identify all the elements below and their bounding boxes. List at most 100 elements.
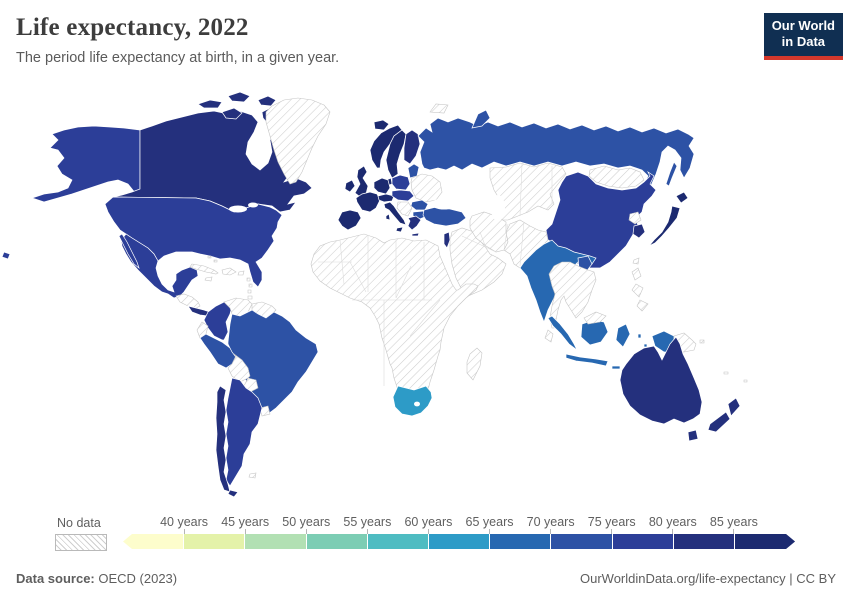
legend-segment-6[interactable] [490,534,552,549]
country-uk[interactable] [354,165,369,197]
baja-california[interactable] [118,233,140,270]
region-central-europe[interactable] [391,189,415,202]
legend-segment-2[interactable] [245,534,307,549]
country-israel[interactable] [443,231,451,249]
license-link[interactable]: OurWorldinData.org/life-expectancy | CC … [579,571,836,586]
country-greece[interactable] [407,215,422,231]
region-africa-no-data[interactable] [310,233,479,397]
country-spain-portugal[interactable] [337,209,362,231]
legend-segment-10[interactable] [735,534,795,549]
country-turkey[interactable] [422,206,467,227]
great-lakes [229,202,258,213]
country-alaska[interactable] [30,125,143,203]
crete[interactable] [411,232,420,237]
legend-tick-label: 60 years [404,515,453,529]
caribbean-islands[interactable] [189,255,253,300]
country-mongolia[interactable] [588,165,645,189]
region-belarus-ukraine[interactable] [410,173,443,203]
country-hawaii[interactable] [1,251,11,260]
country-hispaniola [221,267,237,276]
legend-segment-3[interactable] [306,534,368,549]
country-new-zealand[interactable] [707,397,741,433]
country-alpine[interactable] [377,193,395,203]
country-sri-lanka[interactable] [544,329,554,343]
legend-tick [733,529,735,534]
country-cuba [189,263,219,275]
legend-tick [672,529,674,534]
country-colombia[interactable] [203,301,233,341]
country-paraguay[interactable] [243,377,259,393]
legend-segment-1[interactable] [184,534,246,549]
data-source-label: Data source: [16,571,95,586]
legend-segment-5[interactable] [428,534,491,549]
region-southeast-asia[interactable] [548,261,597,329]
pacific-islands[interactable] [699,339,748,383]
tierra-del-fuego[interactable] [227,489,239,498]
country-mexico[interactable] [120,233,199,299]
page-title: Life expectancy, 2022 [16,14,249,41]
region-central-america[interactable] [175,293,201,309]
data-source-value: OECD (2023) [94,571,178,586]
legend-segment-7[interactable] [551,534,613,549]
country-france[interactable] [355,191,381,213]
sakhalin[interactable] [665,161,678,187]
data-source: Data source: OECD (2023) [16,571,177,586]
country-finland[interactable] [403,129,421,165]
legend-tick-label: 75 years [587,515,636,529]
world-map[interactable] [0,92,850,514]
country-indonesia[interactable] [547,315,675,372]
sulawesi [615,323,631,348]
country-uruguay[interactable] [259,405,271,417]
country-iceland[interactable] [373,119,390,131]
country-japan[interactable] [648,191,689,247]
country-south-korea[interactable] [632,223,646,239]
country-trinidad [247,295,253,300]
country-germany[interactable] [373,177,391,195]
no-data-label: No data [57,516,101,530]
no-data-swatch[interactable] [55,534,107,551]
sicily[interactable] [395,226,404,233]
legend-tick [305,529,307,534]
country-lesotho[interactable] [414,401,420,407]
legend-segment-0[interactable] [123,534,185,549]
country-poland[interactable] [391,174,411,191]
legend-tick-label: 85 years [709,515,758,529]
country-madagascar[interactable] [466,347,483,381]
country-argentina[interactable] [225,377,263,487]
caspian-sea [491,195,505,221]
region-west-balkans[interactable] [396,201,413,217]
legend-tick-label: 45 years [221,515,270,529]
country-philippines[interactable] [631,267,649,312]
country-australia[interactable] [619,336,703,425]
legend-segment-4[interactable] [367,534,429,549]
legend-tick-label: 55 years [343,515,392,529]
africa-inner-borders [318,163,553,386]
region-baltics[interactable] [407,163,420,179]
legend-tick [244,529,246,534]
tasmania[interactable] [687,429,699,442]
legend-tick [366,529,368,534]
country-italy[interactable] [383,201,407,226]
legend-color-segments[interactable] [123,534,795,549]
country-jamaica [204,276,213,282]
legend-tick [550,529,552,534]
country-north-korea[interactable] [628,211,642,225]
country-south-africa[interactable] [392,385,433,417]
country-greenland[interactable] [265,97,331,185]
map-legend: No data 40 years 45 years 50 years 55 years… [0,512,850,556]
sardinia[interactable] [385,213,391,221]
country-chile[interactable] [215,385,231,493]
country-taiwan[interactable] [632,257,640,265]
country-ireland[interactable] [344,179,356,193]
legend-colorbar[interactable]: 40 years 45 years 50 years 55 years 60 years… [123,512,795,550]
java [565,353,609,367]
svalbard[interactable] [429,103,449,114]
legend-segment-8[interactable] [612,534,674,549]
legend-segment-9[interactable] [673,534,735,549]
country-malaysia-borneo[interactable] [583,311,607,325]
country-sweden[interactable] [385,129,407,179]
novaya-zemlya[interactable] [471,109,491,129]
owid-logo-line1: Our World [771,18,835,33]
falkland-islands[interactable] [248,472,257,479]
